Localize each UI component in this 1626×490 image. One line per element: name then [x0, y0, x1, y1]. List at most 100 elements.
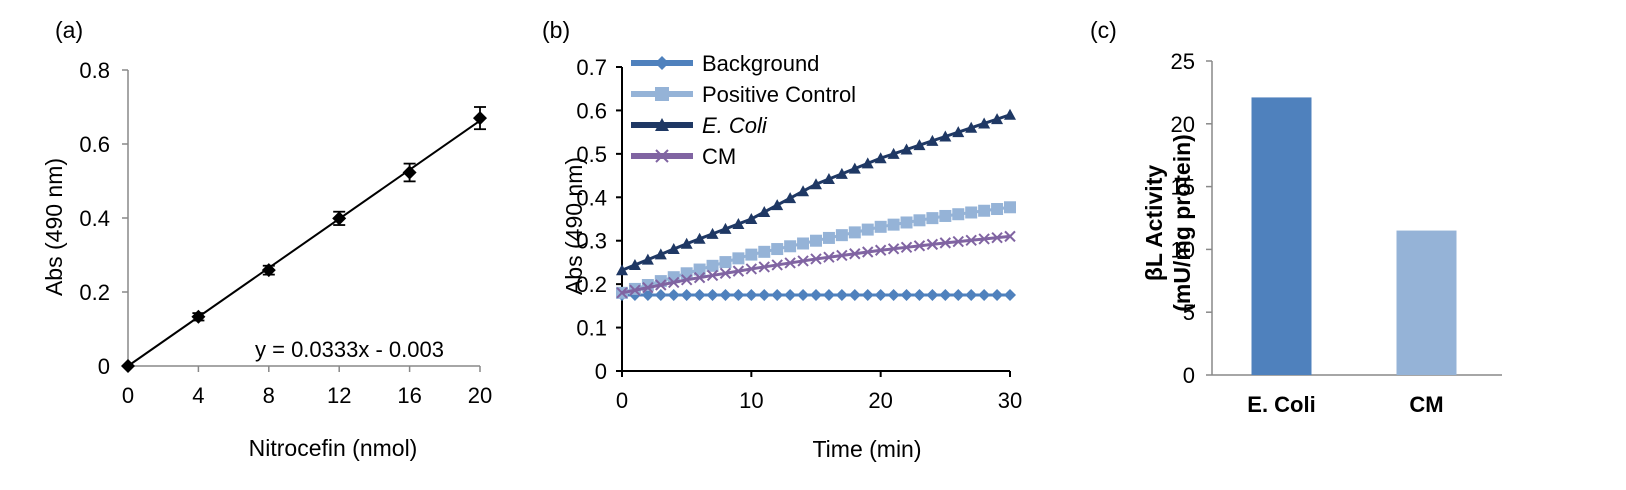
panel-b-data-point: [822, 173, 835, 185]
panel-b-series-2: [616, 108, 1016, 276]
panel-b-data-point: [667, 243, 680, 255]
panel-b-data-point: [732, 252, 745, 265]
panel-b-data-point-stroke-b: [668, 276, 680, 289]
panel-b-data-point: [991, 113, 1004, 125]
panel-b-data-point-stroke-b: [823, 251, 835, 263]
panel-b-data-point-stroke-b: [952, 235, 964, 248]
panel-b-data-point: [835, 289, 848, 301]
panel-b-legend-marker: [655, 118, 669, 131]
panel-b-data-point: [861, 223, 874, 236]
panel-b-data-point-stroke-b: [862, 246, 874, 258]
panel-b-y-tick-label: 0.6: [576, 98, 607, 123]
panel-b-data-point-stroke-b: [810, 253, 822, 265]
panel-b-data-point: [939, 130, 952, 142]
panel-a-x-axis-title: Nitrocefin (nmol): [249, 435, 418, 461]
panel-c-y-tick-label: 20: [1171, 112, 1195, 137]
panel-b-data-point: [719, 256, 732, 269]
panel-a-x-tick-label: 4: [192, 383, 204, 408]
panel-a-x-tick-label: 20: [468, 383, 492, 408]
panel-b-data-point-stroke-b: [1004, 230, 1016, 243]
panel-b-data-point: [862, 246, 874, 258]
panel-b-data-point: [641, 253, 654, 265]
panel-b-data-point: [991, 231, 1003, 244]
panel-b-data-point: [913, 240, 926, 252]
panel-b-data-point-stroke-b: [900, 241, 913, 254]
panel-b-data-point: [706, 259, 719, 272]
panel-b-data-point: [952, 208, 965, 221]
panel-b-data-point-stroke-b: [680, 274, 693, 286]
panel-b-data-point: [835, 167, 848, 179]
panel-b-data-point: [874, 244, 887, 256]
panel-b-x-tick-label: 30: [998, 388, 1022, 413]
panel-b-data-point: [926, 134, 939, 146]
panel-b-data-point: [784, 289, 797, 301]
panel-b-data-point-stroke-b: [913, 240, 926, 252]
panel-a-x-tick-label: 16: [397, 383, 421, 408]
panel-b-data-point-stroke-b: [655, 279, 667, 291]
panel-b-x-tick-label: 10: [739, 388, 763, 413]
panel-b-data-point-stroke-b: [887, 243, 900, 255]
panel-b-y-tick-label: 0.3: [576, 229, 607, 254]
panel-a-x-tick-label: 8: [263, 383, 275, 408]
panel-b-x-axis-title: Time (min): [812, 436, 921, 462]
panel-b-data-point-stroke-b: [784, 257, 796, 269]
panel-b-data-point: [810, 289, 822, 301]
panel-a-x-tick-label: 12: [327, 383, 351, 408]
panel-b-data-point: [797, 185, 810, 197]
panel-b-data-point: [836, 249, 848, 262]
panel-b-data-point: [745, 248, 758, 261]
panel-b-data-point: [861, 289, 874, 301]
panel-b-plot: 0 0.1 0.2 0.3 0.4 0.5 0.6 0.7 0 10 20 30 Background P…: [576, 51, 1022, 413]
panel-b-data-point: [810, 234, 822, 247]
panel-b-data-point-stroke-b: [629, 284, 641, 296]
panel-b-series-line: [621, 113, 1011, 272]
panel-b-data-point: [926, 289, 939, 301]
panel-b-data-point: [758, 206, 771, 218]
panel-c-y-tick-label: 15: [1171, 175, 1195, 200]
panel-b-data-point: [913, 214, 926, 227]
panel-c-bar: [1396, 230, 1457, 375]
panel-b-data-point: [965, 121, 978, 133]
panel-b-legend-label: CM: [702, 144, 736, 169]
panel-a-y-tick-label: 0.4: [79, 206, 110, 231]
panel-b-data-point: [939, 237, 952, 249]
panel-b-data-point: [926, 212, 939, 225]
panel-c-y-tick-label: 25: [1171, 49, 1195, 74]
panel-b-data-point-stroke-b: [965, 234, 977, 246]
panel-b-data-point: [797, 237, 810, 250]
panel-b-series-0: [616, 289, 1016, 301]
panel-b-data-point: [706, 269, 719, 282]
panel-b-data-point: [784, 257, 796, 269]
panel-b-data-point: [693, 232, 706, 244]
panel-b-data-point: [810, 178, 822, 190]
panel-c-plot: 0 5 10 15 20 25 E. Coli CM: [1171, 49, 1502, 417]
panel-b-data-point: [822, 231, 835, 244]
panel-b-legend-marker: [655, 87, 669, 101]
panel-b-data-point-stroke-b: [991, 231, 1003, 244]
panel-b-data-point: [900, 241, 913, 254]
panel-b-x-tick-label: 20: [868, 388, 892, 413]
panel-b-data-point: [732, 289, 745, 301]
panel-a-data-point: [402, 165, 417, 180]
panel-b-data-point: [978, 233, 990, 245]
panel-b-data-point: [848, 289, 861, 301]
panel-b-legend-label: E. Coli: [702, 113, 768, 138]
panel-b-data-point: [874, 289, 887, 301]
panel-b-data-point: [732, 217, 745, 229]
panel-b-data-point: [771, 243, 784, 256]
panel-b-data-point: [680, 274, 693, 286]
panel-b-data-point: [655, 279, 667, 291]
panel-b-data-point: [616, 264, 628, 276]
panel-b-data-point: [978, 204, 991, 217]
panel-b-x-tick-label: 0: [616, 388, 628, 413]
panel-a-y-tick-label: 0.2: [79, 280, 110, 305]
panel-b-data-point: [667, 289, 680, 301]
panel-b-data-point: [797, 255, 809, 267]
panel-a-y-tick-label: 0.8: [79, 58, 110, 83]
panel-b-data-point: [978, 289, 991, 301]
panel-b-data-point: [771, 289, 784, 301]
panel-b-data-point: [965, 289, 978, 301]
panel-a-y-tick-label: 0.6: [79, 132, 110, 157]
panel-b-data-point: [745, 289, 758, 301]
